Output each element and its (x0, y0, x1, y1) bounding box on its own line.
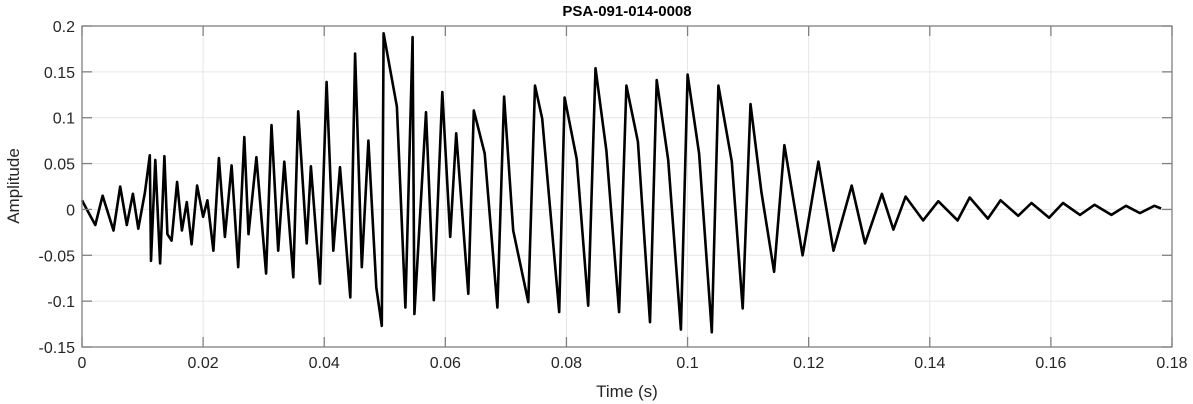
x-tick-label: 0.08 (551, 355, 582, 372)
series-layer (80, 31, 1162, 334)
x-tick-label: 0.16 (1035, 355, 1066, 372)
chart-title: PSA-091-014-0008 (562, 3, 691, 20)
y-tick-label: 0 (66, 202, 75, 219)
y-tick-label: 0.15 (44, 65, 75, 82)
ticks: 0 0.02 0.04 0.06 0.08 0.1 0.12 0.14 0.16 0.18 -0.1… (39, 19, 1188, 372)
x-axis-label: Time (s) (596, 382, 658, 401)
amplitude-series-line (80, 31, 1162, 334)
y-tick-label: -0.15 (39, 340, 76, 357)
y-tick-label: -0.05 (39, 248, 76, 265)
x-tick-label: 0.04 (309, 355, 340, 372)
x-tick-label: 0.06 (430, 355, 461, 372)
y-tick-label: 0.1 (53, 111, 75, 128)
x-tick-label: 0.18 (1156, 355, 1187, 372)
y-tick-label: 0.05 (44, 157, 75, 174)
x-tick-label: 0.1 (676, 355, 698, 372)
x-tick-label: 0.12 (793, 355, 824, 372)
x-tick-label: 0 (78, 355, 87, 372)
x-tick-label: 0.02 (188, 355, 219, 372)
y-tick-label: -0.1 (47, 294, 75, 311)
y-axis-label: Amplitude (4, 148, 23, 224)
y-tick-label: 0.2 (53, 19, 75, 36)
axes-box (81, 25, 1173, 348)
x-tick-label: 0.14 (914, 355, 945, 372)
